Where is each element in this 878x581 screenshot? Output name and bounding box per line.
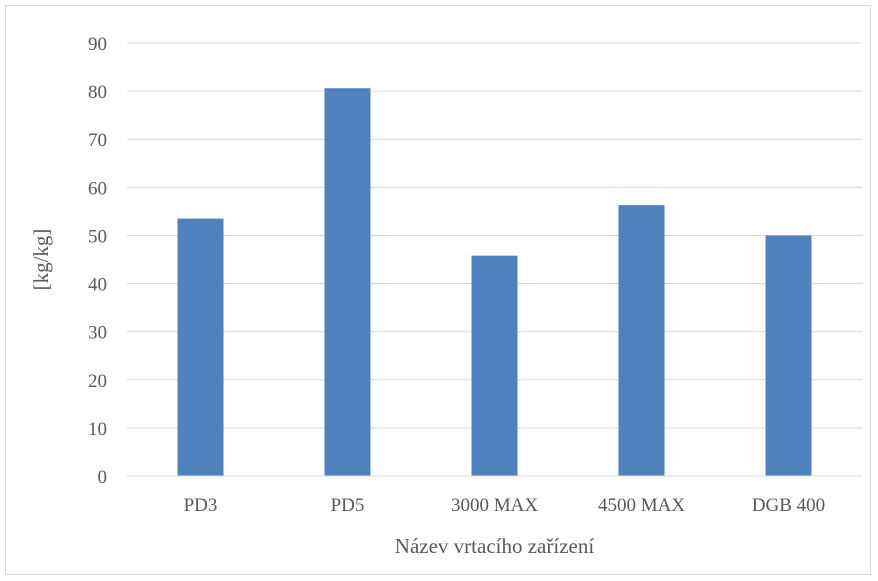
chart-frame (5, 5, 871, 575)
bar-3000-max (471, 255, 518, 476)
y-tick-label: 90 (88, 34, 107, 55)
x-axis-ticks: PD3 PD5 3000 MAX 4500 MAX DGB 400 (184, 495, 826, 516)
y-tick-label: 30 (88, 323, 107, 344)
bar-pd3 (177, 218, 224, 476)
y-tick-label: 70 (88, 130, 107, 151)
x-tick-label: DGB 400 (752, 495, 825, 516)
x-tick-label: 3000 MAX (451, 495, 538, 516)
y-tick-label: 10 (88, 419, 107, 440)
y-axis-ticks: 0 10 20 30 40 50 60 70 80 90 (88, 34, 107, 488)
x-tick-label: PD3 (184, 495, 218, 516)
y-tick-label: 50 (88, 226, 107, 247)
y-tick-label: 40 (88, 275, 107, 296)
bar-dgb-400 (765, 235, 812, 476)
x-tick-label: 4500 MAX (598, 495, 685, 516)
gridlines (127, 42, 862, 429)
y-tick-label: 0 (98, 467, 108, 488)
bars (177, 88, 812, 477)
y-tick-label: 60 (88, 178, 107, 199)
y-tick-label: 20 (88, 371, 107, 392)
y-tick-label: 80 (88, 82, 107, 103)
x-tick-label: PD5 (331, 495, 365, 516)
x-axis-title: Název vrtacího zařízení (395, 534, 595, 558)
bar-4500-max (618, 205, 665, 476)
y-axis-title: [kg/kg] (29, 229, 53, 291)
bar-pd5 (324, 88, 371, 477)
